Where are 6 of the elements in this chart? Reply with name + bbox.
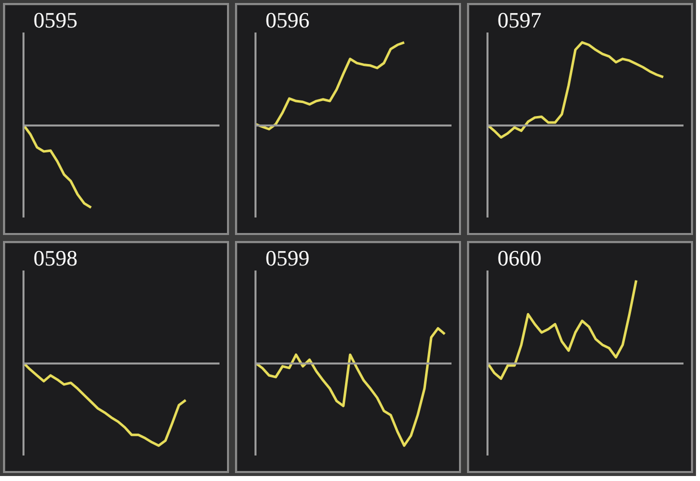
chart-title: 0599 (266, 246, 310, 270)
chart-title: 0597 (498, 8, 542, 32)
chart-title: 0595 (34, 8, 78, 32)
chart-title: 0596 (266, 8, 310, 32)
chart-title: 0600 (498, 246, 542, 270)
chart-title: 0598 (34, 246, 78, 270)
